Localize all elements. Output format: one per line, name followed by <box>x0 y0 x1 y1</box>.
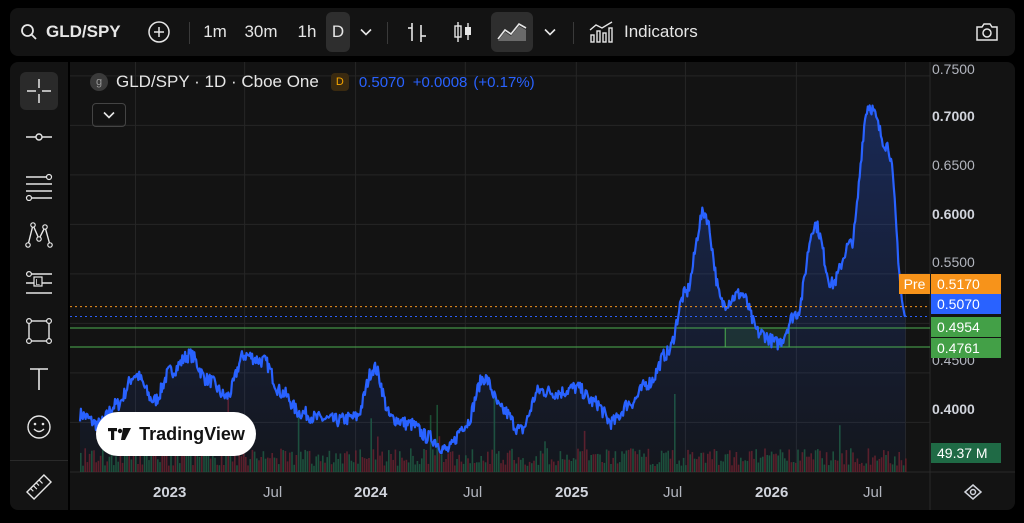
horizontal-line-tag: 0.4954 <box>931 317 1001 337</box>
time-tick: Jul <box>263 484 283 501</box>
shape-tool[interactable] <box>20 312 58 350</box>
settings-icon <box>963 484 983 500</box>
interval-1m[interactable]: 1m <box>203 22 227 41</box>
legend-change-pct: (+0.17%) <box>473 73 535 91</box>
toolbar-divider <box>10 460 68 461</box>
pre-market-label: Pre <box>899 274 930 294</box>
price-line <box>78 104 907 455</box>
svg-text:L: L <box>36 278 41 287</box>
volume-bar <box>905 458 907 472</box>
time-tick: Jul <box>663 484 683 501</box>
bar-chart-type-button[interactable] <box>402 8 432 56</box>
horizontal-line-icon <box>26 133 52 141</box>
last-price-tag: 0.5070 <box>931 294 1001 314</box>
indicators-label: Indicators <box>624 22 698 41</box>
interval-1h[interactable]: 1h <box>297 22 317 41</box>
horizontal-line-tag: 0.4761 <box>931 338 1001 358</box>
toolbar-divider <box>387 22 388 44</box>
time-tick: 2024 <box>354 484 388 501</box>
candles-icon <box>454 22 471 42</box>
scale-settings-button[interactable] <box>962 483 984 506</box>
area-chart-icon <box>497 22 527 41</box>
emoji-tool[interactable] <box>20 408 58 446</box>
chevron-down-icon <box>360 28 372 36</box>
tradingview-logo-icon <box>108 428 132 440</box>
measure-tool[interactable] <box>20 468 58 506</box>
toolbar-divider <box>189 22 190 44</box>
price-tick: 0.5500 <box>932 254 975 270</box>
time-tick: Jul <box>863 484 883 501</box>
time-tick: 2026 <box>755 484 789 501</box>
chevron-down-icon <box>544 28 556 36</box>
crosshair-icon <box>27 79 51 103</box>
chart-legend: g GLD/SPY · 1D · Cboe One D 0.5070 +0.00… <box>90 70 535 94</box>
search-icon <box>21 24 37 40</box>
legend-change: +0.0008 <box>412 73 468 91</box>
legend-title[interactable]: GLD/SPY · 1D · Cboe One <box>116 72 319 91</box>
fib-tool[interactable] <box>20 168 58 206</box>
symbol-label: GLD/SPY <box>46 22 121 41</box>
pattern-tool[interactable] <box>20 216 58 254</box>
time-tick: Jul <box>463 484 483 501</box>
legend-collapse-button[interactable] <box>92 103 126 127</box>
time-tick: 2025 <box>555 484 589 501</box>
watermark-text: TradingView <box>139 423 245 444</box>
crosshair-tool[interactable] <box>20 72 58 110</box>
pattern-icon <box>25 222 53 248</box>
chevron-down-icon <box>103 111 115 119</box>
ruler-icon <box>25 473 53 501</box>
symbol-search[interactable]: GLD/SPY <box>20 8 132 56</box>
tradingview-logo[interactable]: TradingView <box>96 412 256 456</box>
price-tick: 0.7000 <box>932 108 975 124</box>
indicators-button[interactable]: Indicators <box>588 8 718 56</box>
drawing-toolbar: L <box>10 62 68 510</box>
forecast-tool[interactable]: L <box>20 264 58 302</box>
price-tick: 0.7500 <box>932 61 975 77</box>
chart-type-dropdown[interactable] <box>540 8 560 56</box>
delayed-badge[interactable]: D <box>330 73 349 91</box>
candles-chart-type-button[interactable] <box>448 8 478 56</box>
fib-retracement-icon <box>25 173 53 201</box>
interval-30m[interactable]: 30m <box>244 22 278 41</box>
interval-d[interactable]: D <box>326 12 350 52</box>
volume-tag: 49.37 M <box>931 443 1001 463</box>
rectangle-icon <box>25 317 53 345</box>
chart-canvas[interactable] <box>70 62 1015 510</box>
projection-icon: L <box>25 270 52 294</box>
top-toolbar: GLD/SPY 1m 30m 1h D Indicators <box>10 8 1015 56</box>
price-tick: 0.6500 <box>932 157 975 173</box>
compare-symbol-button[interactable] <box>146 8 172 56</box>
trend-line-tool[interactable] <box>20 118 58 156</box>
text-tool[interactable] <box>20 360 58 398</box>
price-area <box>80 105 906 473</box>
symbol-logo: g <box>90 73 108 91</box>
time-tick: 2023 <box>153 484 187 501</box>
toolbar-divider <box>573 22 574 44</box>
screenshot-button[interactable] <box>970 8 1004 56</box>
volume-bar <box>436 404 438 472</box>
camera-icon <box>976 23 998 41</box>
plus-circle-icon <box>148 21 170 43</box>
pre-market-price-tag: 0.5170 <box>931 274 1001 294</box>
area-chart-type-button[interactable] <box>491 12 533 52</box>
text-icon <box>30 368 48 390</box>
interval-dropdown[interactable] <box>356 8 376 56</box>
legend-last: 0.5070 <box>358 73 405 91</box>
bars-icon <box>408 23 426 42</box>
indicators-icon <box>589 21 613 43</box>
price-tick: 0.4000 <box>932 401 975 417</box>
price-tick: 0.6000 <box>932 206 975 222</box>
smiley-icon <box>27 415 51 439</box>
